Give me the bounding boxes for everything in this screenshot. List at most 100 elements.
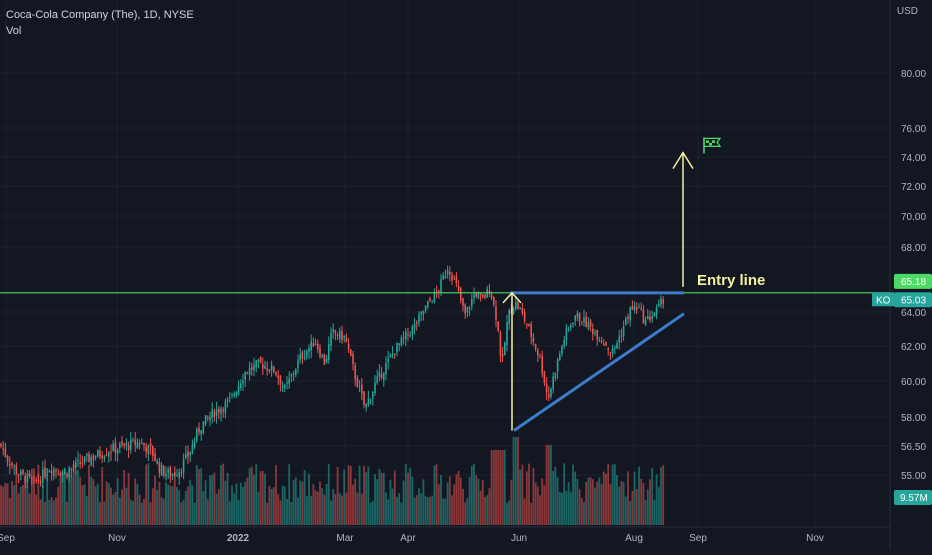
- volume-bar: [261, 470, 264, 525]
- volume-bar: [534, 482, 537, 525]
- candle-body: [427, 300, 429, 307]
- volume-bar: [576, 479, 579, 525]
- candle-body: [565, 328, 568, 341]
- volume-bar: [22, 484, 24, 525]
- volume-bar: [356, 492, 359, 525]
- volume-bar: [550, 445, 552, 525]
- candle-body: [451, 274, 453, 281]
- volume-bar: [572, 464, 574, 525]
- volume-bar: [385, 492, 387, 525]
- volume-bar: [292, 480, 295, 525]
- x-tick-label: Mar: [336, 533, 354, 544]
- volume-bar: [642, 483, 645, 525]
- volume-bar: [440, 475, 442, 525]
- volume-bar: [591, 479, 594, 525]
- candle-body: [198, 427, 200, 433]
- time-axis[interactable]: Sep Nov 2022 Mar Apr Jun Aug Sep Nov: [0, 526, 890, 544]
- volume-bar: [70, 476, 73, 525]
- candle-body: [251, 367, 253, 370]
- candle-body: [394, 353, 396, 355]
- y-tick-label: 80.00: [901, 69, 926, 80]
- candle-body: [196, 429, 198, 441]
- volume-bar: [308, 473, 310, 525]
- y-tick-label: 60.00: [901, 377, 926, 388]
- volume-bar: [552, 470, 555, 525]
- volume-bar: [376, 479, 379, 525]
- volume-bar: [330, 500, 332, 525]
- candle-body: [288, 378, 290, 384]
- volume-bar: [627, 471, 629, 525]
- candle-body: [11, 462, 13, 466]
- volume-bar: [651, 468, 654, 525]
- candle-body: [37, 479, 40, 481]
- candle-body: [77, 459, 79, 462]
- volume-bar: [270, 488, 273, 525]
- volume-bar: [358, 465, 361, 525]
- candle-body: [548, 394, 550, 398]
- candle-body: [554, 373, 557, 379]
- volume-legend[interactable]: Vol: [6, 25, 22, 37]
- candle-body: [83, 456, 86, 463]
- candle-body: [477, 293, 480, 299]
- symbol-legend[interactable]: Coca-Cola Company (The), 1D, NYSE: [6, 9, 194, 21]
- volume-bar: [426, 497, 429, 525]
- entry-price-badge-label: 65.18: [901, 277, 926, 288]
- volume-bar: [33, 477, 35, 525]
- candle-body: [103, 456, 106, 459]
- candle-body: [647, 316, 649, 320]
- candle-body: [268, 369, 271, 371]
- candle-body: [270, 364, 273, 371]
- volume-bar: [224, 480, 227, 525]
- target-arrowhead: [672, 151, 694, 169]
- y-tick-label: 72.00: [901, 182, 926, 193]
- volume-bar: [125, 487, 128, 525]
- candle-body: [328, 344, 330, 360]
- price-axis[interactable]: 80.00 76.00 74.00 72.00 70.00 68.00 64.00 62.00…: [872, 0, 932, 550]
- candle-body: [167, 469, 169, 473]
- volume-bar: [173, 473, 176, 525]
- volume-bar: [600, 484, 603, 525]
- candle-body: [295, 369, 297, 376]
- candle-body: [220, 408, 222, 414]
- volume-bar: [424, 495, 427, 525]
- candle-body: [596, 329, 598, 340]
- volume-bar: [275, 465, 277, 525]
- candle-body: [622, 326, 625, 336]
- candle-body: [605, 341, 607, 346]
- volume-bar: [140, 502, 143, 525]
- volume-bar: [231, 485, 233, 525]
- candle-body: [321, 355, 323, 357]
- candle-body: [638, 306, 640, 308]
- volume-bar: [605, 473, 607, 525]
- candle-body: [112, 443, 114, 451]
- volume-bar: [543, 485, 546, 525]
- candle-body: [57, 474, 59, 476]
- volume-bar: [305, 496, 308, 525]
- candle-body: [105, 455, 108, 457]
- candle-body: [213, 411, 216, 418]
- volume-bar: [457, 471, 460, 525]
- candle-body: [640, 308, 642, 310]
- candle-body: [585, 316, 587, 327]
- candle-body: [301, 352, 304, 359]
- entry-line-annotation: Entry line: [697, 272, 765, 289]
- volume-bar: [393, 470, 396, 525]
- pattern-height-arrowhead: [502, 291, 522, 304]
- candle-body: [99, 450, 101, 457]
- candle-body: [473, 294, 475, 299]
- candle-body: [464, 304, 466, 314]
- candle-body: [662, 299, 664, 304]
- volume-bar: [323, 494, 326, 525]
- volume-bar: [473, 463, 475, 525]
- candle-body: [402, 337, 405, 339]
- x-tick-label: 2022: [227, 533, 250, 544]
- candle-body: [341, 330, 343, 340]
- candle-body: [493, 297, 495, 305]
- volume-bar: [653, 500, 656, 525]
- candle-body: [314, 344, 317, 346]
- volume-bar: [248, 468, 251, 525]
- candle-body: [330, 332, 332, 347]
- candle-body: [629, 307, 631, 321]
